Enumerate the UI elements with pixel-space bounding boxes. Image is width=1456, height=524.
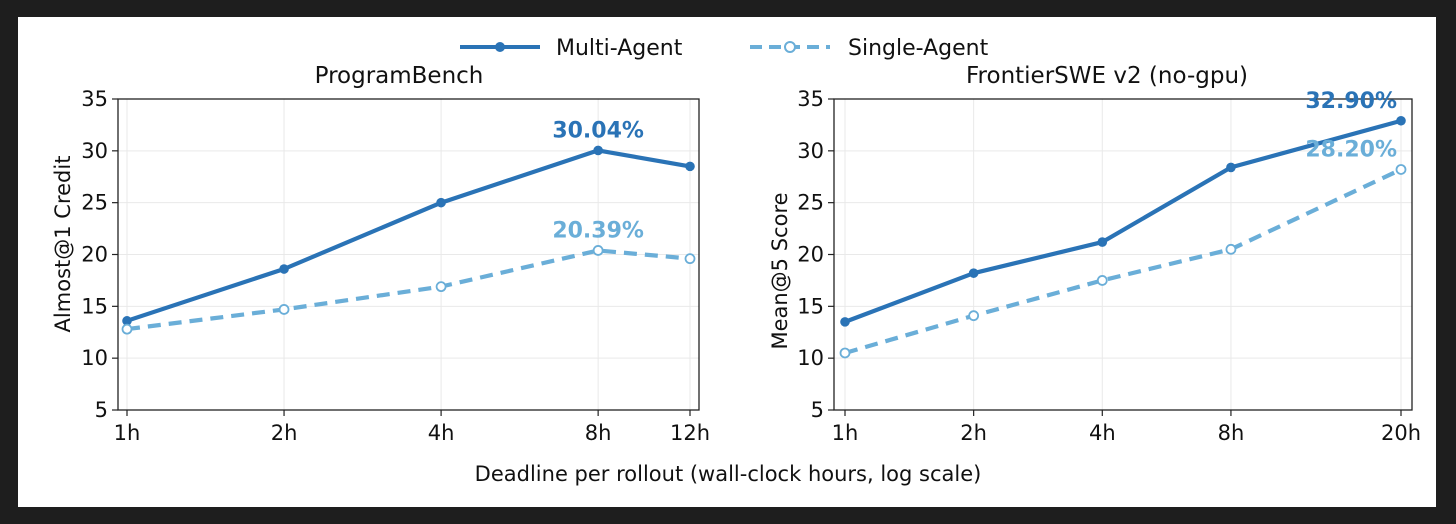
data-point-single-agent	[1395, 164, 1407, 175]
data-point-multi-agent	[840, 317, 850, 327]
data-point-multi-agent	[1226, 162, 1236, 173]
data-point-multi-agent	[685, 161, 695, 172]
y-tick-label: 5	[95, 398, 108, 422]
data-point-multi-agent	[122, 316, 132, 326]
x-tick-label: 12h	[670, 421, 710, 445]
y-tick-label: 30	[797, 139, 824, 163]
data-point-multi-agent	[1396, 115, 1406, 126]
data-point-single-agent	[1096, 275, 1108, 286]
shared-x-axis-title: Deadline per rollout (wall-clock hours, …	[475, 462, 982, 486]
y-tick-label: 10	[797, 346, 824, 370]
y-axis-title: Almost@1 Credit	[51, 156, 75, 333]
y-tick-label: 20	[797, 243, 824, 267]
series-line-single-agent	[126, 248, 691, 332]
data-point-multi-agent	[593, 145, 603, 156]
data-point-single-agent	[121, 323, 133, 335]
x-tick-label: 2h	[271, 421, 298, 445]
legend: Multi-Agent Single-Agent	[460, 36, 989, 61]
data-point-multi-agent	[279, 264, 289, 274]
y-tick-label: 35	[797, 87, 824, 111]
y-tick-label: 25	[797, 191, 824, 215]
data-point-single-agent	[435, 281, 447, 293]
data-point-single-agent	[592, 245, 604, 256]
data-label-annotation: 30.04%	[552, 118, 644, 143]
data-point-single-agent	[839, 347, 851, 359]
y-tick-label: 15	[81, 294, 108, 318]
y-tick-label: 5	[811, 398, 824, 422]
chart-panel-frontierswe: FrontierSWE v2 (no-gpu) Mean@5 Score 5 10…	[768, 63, 1421, 445]
data-point-multi-agent	[968, 268, 979, 278]
data-point-single-agent	[968, 310, 980, 322]
legend-marker-multi-agent	[495, 42, 505, 52]
data-point-single-agent	[278, 304, 290, 315]
panel-title: FrontierSWE v2 (no-gpu)	[966, 63, 1248, 89]
data-point-multi-agent	[1097, 237, 1108, 247]
legend-marker-single-agent	[784, 41, 796, 53]
chart-panel-programbench: ProgramBench Almost@1 Credit 5 10 15 20 25 30…	[51, 63, 710, 445]
y-axis-title: Mean@5 Score	[768, 192, 792, 349]
x-tick-label: 1h	[832, 421, 859, 445]
legend-item-multi-agent: Multi-Agent	[460, 36, 683, 61]
x-tick-label: 20h	[1381, 421, 1421, 445]
x-tick-label: 8h	[585, 421, 612, 445]
x-tick-label: 2h	[960, 421, 987, 445]
series-line-single-agent	[844, 167, 1402, 356]
data-point-single-agent	[684, 253, 696, 265]
y-tick-label: 35	[81, 87, 108, 111]
y-tick-label: 25	[81, 191, 108, 215]
data-label-annotation: 28.20%	[1305, 137, 1397, 162]
y-tick-label: 30	[81, 139, 108, 163]
panel-title: ProgramBench	[315, 63, 484, 89]
legend-item-single-agent: Single-Agent	[750, 36, 989, 61]
line-chart-figure: Multi-Agent Single-Agent ProgramBench Al…	[51, 36, 1421, 486]
x-tick-label: 8h	[1218, 421, 1245, 445]
y-tick-label: 10	[81, 346, 108, 370]
data-point-single-agent	[1225, 243, 1237, 255]
data-label-annotation: 32.90%	[1305, 89, 1397, 114]
y-tick-label: 15	[797, 294, 824, 318]
x-tick-label: 4h	[428, 421, 455, 445]
data-label-annotation: 20.39%	[552, 218, 644, 243]
figure-frame: Multi-Agent Single-Agent ProgramBench Al…	[18, 17, 1436, 507]
x-tick-label: 4h	[1089, 421, 1116, 445]
y-tick-label: 20	[81, 243, 108, 267]
legend-label-single-agent: Single-Agent	[848, 36, 989, 61]
legend-label-multi-agent: Multi-Agent	[556, 36, 683, 61]
x-tick-label: 1h	[114, 421, 141, 445]
data-point-multi-agent	[436, 197, 446, 208]
